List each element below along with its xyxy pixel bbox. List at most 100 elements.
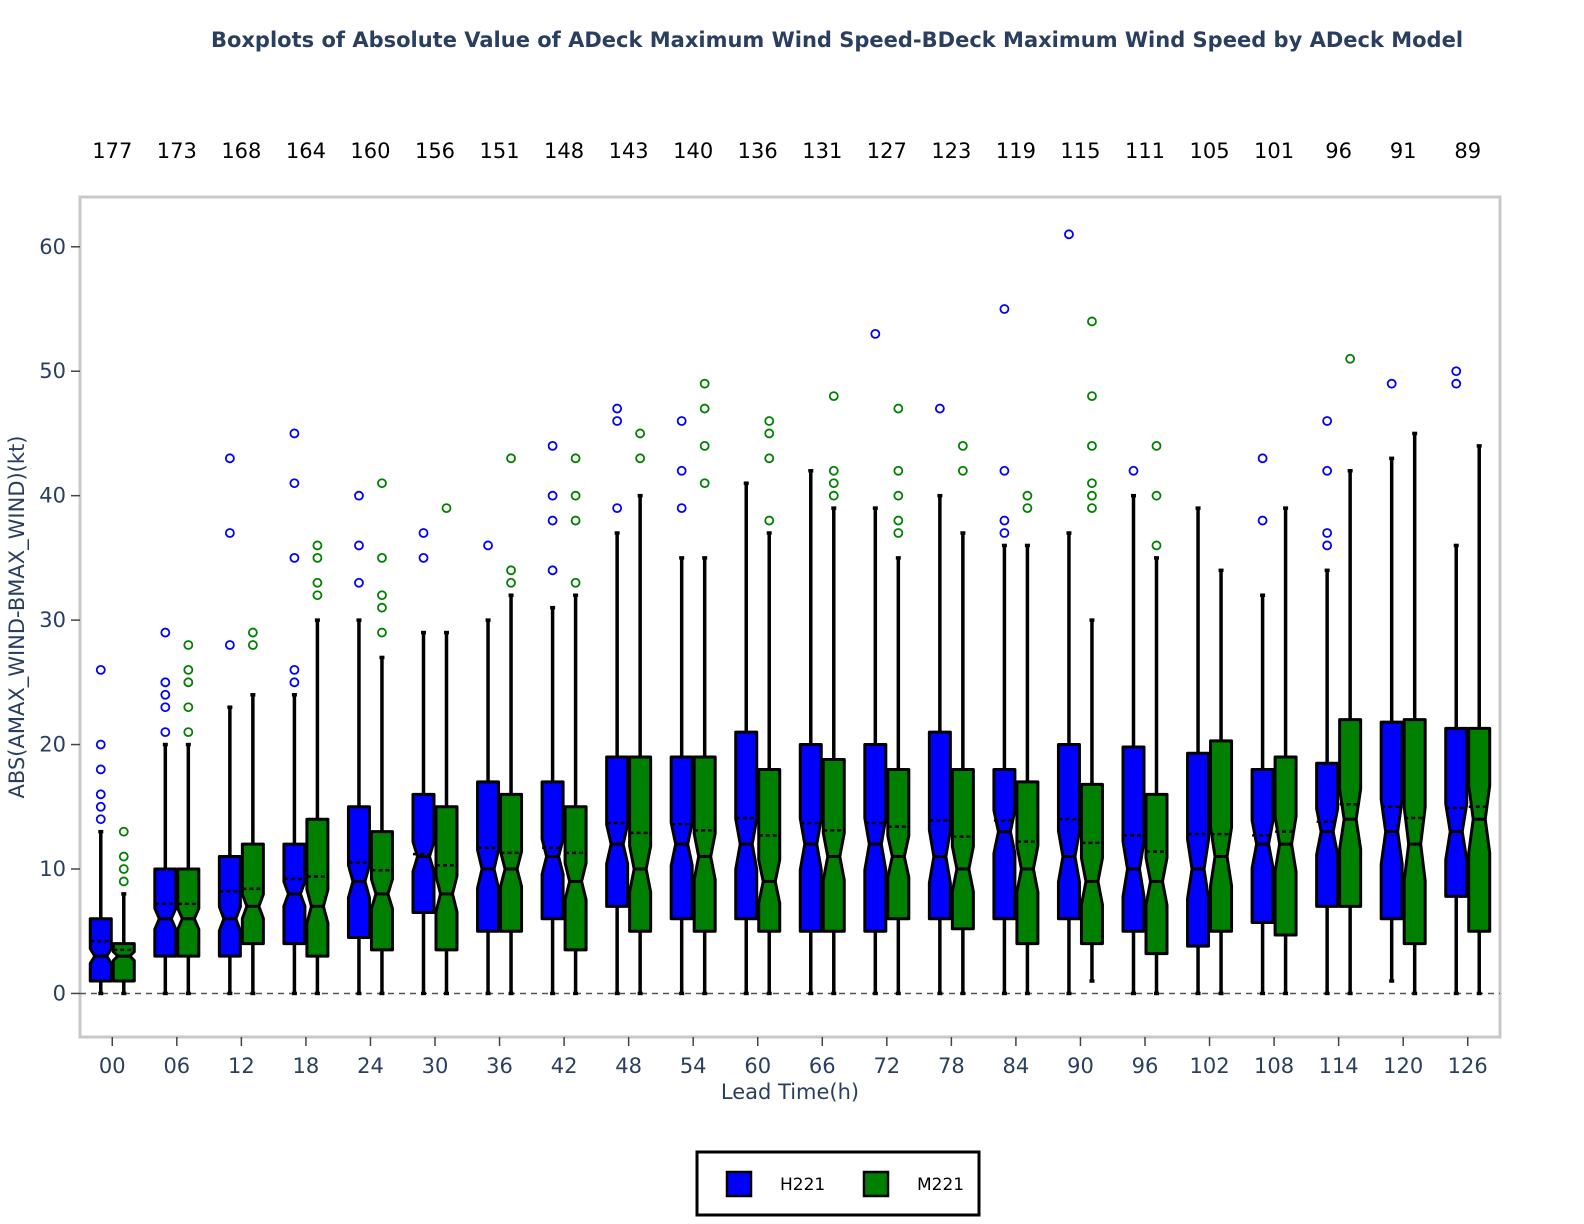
outlier-m221-72-1 [893, 515, 904, 526]
box-h221-114 [1315, 416, 1340, 996]
box-m221-36 [499, 453, 524, 996]
x-tick-label-48: 48 [615, 1054, 642, 1078]
box-m221-42 [563, 453, 588, 996]
box-body-h221-42 [540, 780, 565, 921]
y-tick-label-60: 60 [39, 235, 66, 259]
sample-count-60: 136 [738, 139, 778, 163]
box-body-h221-54 [669, 755, 694, 921]
outlier-m221-90-1 [1087, 490, 1097, 501]
outlier-m221-78-0 [957, 465, 968, 476]
box-m221-102 [1209, 568, 1234, 996]
outlier-h221-72-0 [870, 328, 881, 339]
outlier-m221-90-5 [1087, 316, 1097, 327]
box-body-m221-30 [434, 805, 459, 952]
box-h221-18 [282, 428, 307, 996]
outlier-m221-114-0 [1345, 353, 1356, 364]
plot-frame [78, 195, 1502, 1039]
outlier-h221-120-0 [1386, 378, 1397, 389]
outlier-m221-06-0 [183, 727, 194, 738]
box-m221-60 [757, 416, 782, 996]
outlier-m221-72-4 [893, 403, 904, 414]
y-tick-label-40: 40 [39, 484, 66, 508]
outlier-m221-54-1 [699, 440, 710, 451]
outlier-h221-54-0 [676, 503, 687, 514]
box-body-h221-06 [153, 867, 178, 958]
box-m221-126 [1467, 444, 1492, 996]
outlier-h221-00-0 [95, 814, 106, 825]
outlier-m221-18-2 [312, 552, 323, 563]
outlier-h221-84-3 [999, 304, 1010, 314]
outlier-m221-72-2 [893, 490, 904, 501]
x-tick-label-60: 60 [744, 1054, 771, 1078]
sample-count-108: 101 [1254, 139, 1294, 163]
sample-count-96: 111 [1125, 139, 1165, 163]
outlier-m221-18-3 [312, 540, 323, 551]
box-body-m221-66 [821, 757, 846, 933]
outlier-h221-12-0 [224, 640, 235, 650]
outlier-h221-96-0 [1128, 465, 1139, 476]
box-m221-78 [950, 440, 975, 996]
outlier-h221-48-0 [612, 503, 623, 514]
legend-swatch-h221[interactable] [725, 1170, 753, 1198]
box-body-h221-66 [798, 743, 823, 933]
legend-label-m221[interactable]: M221 [917, 1175, 964, 1195]
outlier-m221-00-2 [118, 851, 129, 862]
box-body-m221-102 [1209, 739, 1234, 933]
box-m221-66 [821, 391, 846, 996]
sample-count-120: 91 [1390, 139, 1417, 163]
outlier-m221-42-1 [570, 515, 581, 526]
series-h221 [88, 229, 1469, 996]
box-body-h221-24 [346, 805, 371, 939]
outlier-m221-54-0 [699, 478, 710, 489]
outlier-m221-96-2 [1151, 440, 1162, 451]
sample-count-126: 89 [1454, 139, 1481, 163]
box-body-m221-36 [499, 792, 524, 933]
box-body-m221-126 [1467, 726, 1492, 933]
outlier-h221-06-4 [160, 627, 171, 638]
y-axis: 0 10 20 30 40 50 60 [39, 235, 80, 1005]
outlier-m221-06-4 [183, 640, 194, 650]
outlier-m221-42-0 [570, 577, 581, 588]
box-body-m221-00 [111, 942, 136, 983]
box-body-m221-72 [886, 767, 911, 921]
outlier-m221-48-0 [635, 453, 646, 464]
sample-counts: 177 173 168 164 160 156 151 148 143 140 136 131 127 1… [92, 139, 1481, 163]
legend-label-h221[interactable]: H221 [780, 1175, 825, 1195]
box-m221-120 [1402, 431, 1427, 996]
outlier-h221-84-1 [999, 515, 1010, 526]
sample-count-54: 140 [673, 139, 713, 163]
box-body-m221-42 [563, 805, 588, 952]
box-m221-108 [1273, 506, 1298, 996]
outlier-m221-18-1 [312, 577, 323, 588]
outlier-m221-24-1 [377, 602, 387, 613]
box-h221-60 [734, 481, 759, 996]
box-h221-30 [411, 528, 436, 996]
outlier-h221-108-1 [1257, 453, 1268, 464]
x-tick-label-108: 108 [1254, 1054, 1294, 1078]
sample-count-42: 148 [544, 139, 584, 163]
outlier-h221-18-2 [289, 552, 300, 563]
box-h221-108 [1250, 453, 1275, 996]
box-body-m221-96 [1144, 792, 1169, 956]
outlier-h221-06-0 [160, 727, 171, 738]
outlier-m221-24-3 [377, 552, 387, 563]
legend-swatch-m221[interactable] [862, 1170, 890, 1198]
box-body-m221-54 [692, 755, 717, 933]
sample-count-78: 123 [931, 139, 971, 163]
outlier-m221-06-1 [183, 702, 194, 713]
outlier-m221-36-0 [506, 577, 516, 588]
x-tick-label-36: 36 [486, 1054, 513, 1078]
outlier-h221-30-0 [418, 552, 429, 563]
x-tick-label-120: 120 [1383, 1054, 1423, 1078]
box-h221-24 [346, 490, 371, 996]
box-h221-120 [1379, 378, 1404, 983]
box-h221-06 [153, 627, 178, 996]
x-tick-label-114: 114 [1319, 1054, 1359, 1078]
box-body-m221-120 [1402, 718, 1427, 946]
outlier-m221-90-3 [1087, 440, 1097, 451]
box-body-m221-12 [240, 842, 265, 946]
outlier-h221-114-0 [1322, 540, 1333, 551]
outlier-m221-06-3 [183, 664, 194, 675]
